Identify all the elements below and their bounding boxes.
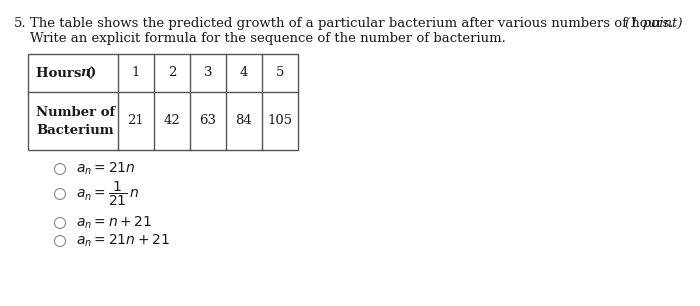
Text: Number of: Number of bbox=[36, 106, 115, 118]
Text: 2: 2 bbox=[168, 66, 176, 80]
Text: (1 point): (1 point) bbox=[625, 17, 682, 30]
Text: ): ) bbox=[89, 66, 95, 80]
Text: 105: 105 bbox=[267, 114, 293, 128]
Text: 63: 63 bbox=[199, 114, 216, 128]
Text: $a_n = \dfrac{1}{21}\,n$: $a_n = \dfrac{1}{21}\,n$ bbox=[76, 180, 139, 208]
Text: Bacterium: Bacterium bbox=[36, 124, 113, 136]
Text: 5.: 5. bbox=[14, 17, 27, 30]
Text: 21: 21 bbox=[127, 114, 144, 128]
Text: Hours (: Hours ( bbox=[36, 66, 92, 80]
Text: 5: 5 bbox=[276, 66, 284, 80]
Text: 1: 1 bbox=[132, 66, 140, 80]
Circle shape bbox=[55, 163, 66, 174]
Circle shape bbox=[55, 188, 66, 200]
Text: $a_n = 21n + 21$: $a_n = 21n + 21$ bbox=[76, 233, 170, 249]
Text: 84: 84 bbox=[236, 114, 253, 128]
Bar bbox=[28, 54, 298, 150]
Text: The table shows the predicted growth of a particular bacterium after various num: The table shows the predicted growth of … bbox=[30, 17, 673, 30]
Text: 4: 4 bbox=[240, 66, 248, 80]
Circle shape bbox=[55, 236, 66, 247]
Text: $a_n = 21n$: $a_n = 21n$ bbox=[76, 161, 136, 177]
Text: 42: 42 bbox=[164, 114, 181, 128]
Text: Write an explicit formula for the sequence of the number of bacterium.: Write an explicit formula for the sequen… bbox=[30, 32, 506, 45]
Text: 3: 3 bbox=[204, 66, 212, 80]
Text: $a_n = n + 21$: $a_n = n + 21$ bbox=[76, 215, 153, 231]
Circle shape bbox=[55, 218, 66, 229]
Text: n: n bbox=[80, 66, 90, 80]
